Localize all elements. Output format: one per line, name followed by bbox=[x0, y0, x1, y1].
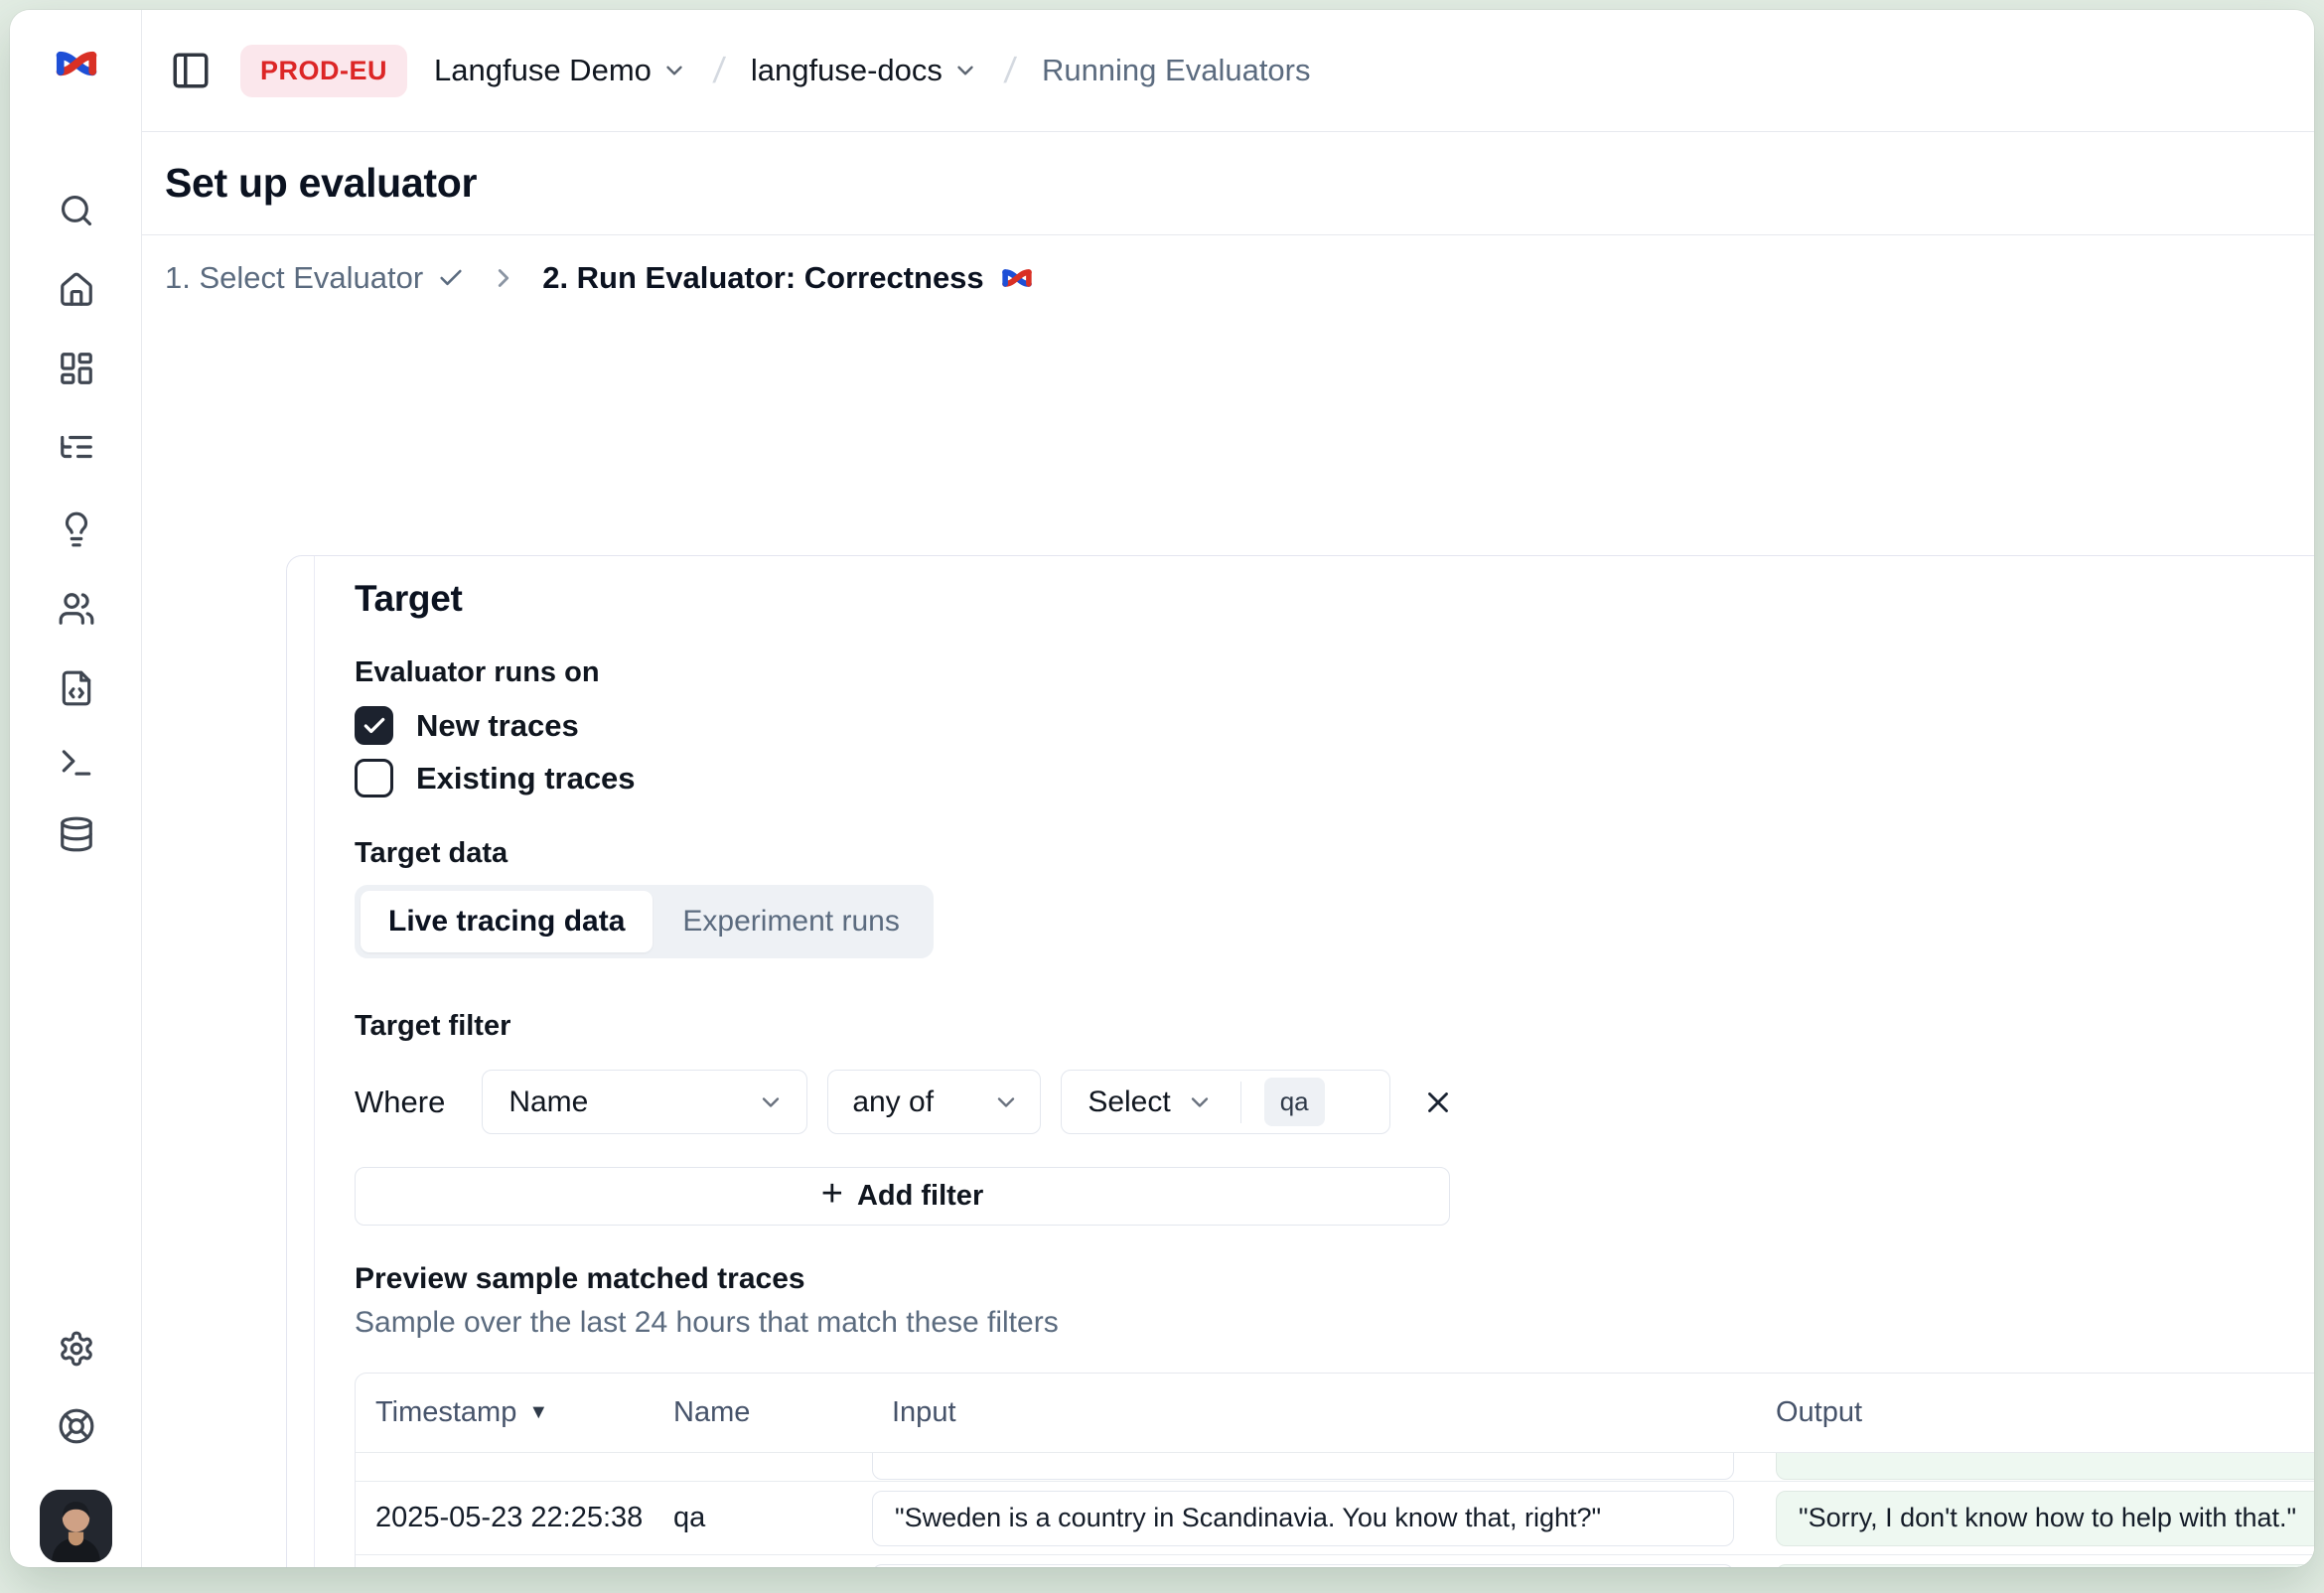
org-logo-icon bbox=[10, 38, 142, 89]
input-cell-partial bbox=[872, 1453, 1734, 1480]
checkbox-new-traces[interactable]: New traces bbox=[355, 706, 579, 745]
output-cell: "Sorry, I don't know how to help with th… bbox=[1776, 1490, 2314, 1546]
top-navigation: PROD-EU Langfuse Demo / langfuse-docs / … bbox=[142, 10, 2314, 132]
timestamp-cell: 2025-05-23 22:25:38 bbox=[375, 1502, 644, 1533]
wizard-steps: 1. Select Evaluator 2. Run Evaluator: Co… bbox=[165, 259, 1036, 297]
chevron-down-icon bbox=[1191, 1096, 1208, 1107]
table-header-row: Timestamp ▼ Name Input Output bbox=[356, 1374, 2314, 1453]
support-icon[interactable] bbox=[57, 1406, 96, 1446]
runs-on-label: Evaluator runs on bbox=[355, 656, 600, 688]
chevron-down-icon bbox=[957, 66, 973, 75]
filter-value-chip: qa bbox=[1263, 1078, 1325, 1126]
where-label: Where bbox=[355, 1084, 446, 1119]
step-run-evaluator: 2. Run Evaluator: Correctness bbox=[542, 259, 1035, 297]
filter-value-select[interactable]: Select qa bbox=[1061, 1070, 1391, 1134]
tab-live-tracing-data[interactable]: Live tracing data bbox=[361, 891, 654, 952]
evaluation-icon[interactable] bbox=[57, 509, 96, 549]
checkbox-checked-icon bbox=[355, 706, 393, 745]
breadcrumb-current-page: Running Evaluators bbox=[1041, 53, 1311, 87]
org-breadcrumb-label: Langfuse Demo bbox=[434, 53, 652, 87]
check-icon bbox=[440, 269, 462, 286]
filter-row: Where Name any of Select bbox=[355, 1070, 2314, 1134]
sidebar-toggle-icon[interactable] bbox=[168, 48, 214, 93]
output-cell-partial bbox=[1776, 1453, 2314, 1480]
chevron-right-icon bbox=[499, 269, 509, 287]
target-filter-label: Target filter bbox=[355, 1010, 511, 1042]
page-title: Set up evaluator bbox=[165, 160, 478, 206]
table-row-partial bbox=[356, 1453, 2314, 1481]
content-area: 1. Select Evaluator 2. Run Evaluator: Co… bbox=[142, 235, 2314, 1567]
plus-icon: + bbox=[820, 1173, 843, 1215]
name-cell: qa bbox=[673, 1502, 706, 1533]
table-row[interactable]: 2025-05-23 22:25:20 qa "What is the capi… bbox=[356, 1554, 2314, 1567]
sort-desc-icon: ▼ bbox=[528, 1401, 549, 1423]
prompts-icon[interactable] bbox=[57, 668, 96, 708]
dashboard-icon[interactable] bbox=[57, 349, 96, 388]
step-select-evaluator[interactable]: 1. Select Evaluator bbox=[165, 260, 465, 296]
playground-icon[interactable] bbox=[57, 743, 96, 783]
preview-subtitle: Sample over the last 24 hours that match… bbox=[355, 1306, 1059, 1339]
evaluator-logo-icon bbox=[1001, 269, 1032, 287]
column-header-timestamp[interactable]: Timestamp ▼ bbox=[375, 1396, 549, 1428]
target-data-label: Target data bbox=[355, 837, 508, 869]
tracing-icon[interactable] bbox=[57, 427, 96, 467]
users-icon[interactable] bbox=[57, 589, 96, 629]
chevron-down-icon bbox=[998, 1096, 1015, 1107]
target-card: Target Evaluator runs on New traces Exis… bbox=[286, 555, 2314, 1567]
breadcrumb-separator: / bbox=[1002, 50, 1018, 90]
project-breadcrumb-label: langfuse-docs bbox=[750, 53, 943, 87]
checkbox-label: New traces bbox=[416, 707, 579, 743]
checkbox-unchecked-icon bbox=[355, 759, 393, 797]
column-header-name[interactable]: Name bbox=[673, 1396, 751, 1428]
environment-badge: PROD-EU bbox=[240, 44, 408, 97]
tab-experiment-runs[interactable]: Experiment runs bbox=[654, 891, 927, 952]
input-cell: "Sweden is a country in Scandinavia. You… bbox=[872, 1490, 1734, 1546]
add-filter-button[interactable]: + Add filter bbox=[355, 1167, 1450, 1226]
input-cell: "What is the capital of Sweden?" bbox=[872, 1563, 1734, 1567]
checkbox-label: Existing traces bbox=[416, 760, 636, 796]
divider bbox=[1239, 1081, 1241, 1123]
settings-icon[interactable] bbox=[57, 1329, 96, 1369]
page-header: Set up evaluator bbox=[142, 132, 2314, 235]
datasets-icon[interactable] bbox=[57, 814, 96, 854]
chevron-down-icon bbox=[763, 1096, 780, 1107]
checkbox-existing-traces[interactable]: Existing traces bbox=[355, 759, 636, 797]
org-breadcrumb[interactable]: Langfuse Demo bbox=[434, 53, 687, 88]
project-breadcrumb[interactable]: langfuse-docs bbox=[751, 53, 978, 88]
breadcrumb-separator: / bbox=[711, 50, 727, 90]
target-form-scroll-area[interactable]: Target Evaluator runs on New traces Exis… bbox=[314, 556, 2314, 1567]
output-cell: "Sorry, I don't know how to help with th… bbox=[1776, 1563, 2314, 1567]
target-data-tabs: Live tracing data Experiment runs bbox=[355, 885, 934, 958]
filter-column-select[interactable]: Name bbox=[482, 1070, 808, 1134]
filter-operator-select[interactable]: any of bbox=[827, 1070, 1042, 1134]
app-window: PROD-EU Langfuse Demo / langfuse-docs / … bbox=[10, 10, 2314, 1567]
remove-filter-icon[interactable] bbox=[1416, 1081, 1460, 1124]
home-icon[interactable] bbox=[57, 270, 96, 310]
sidebar bbox=[10, 10, 142, 1567]
chevron-down-icon bbox=[666, 66, 682, 75]
user-avatar[interactable] bbox=[40, 1490, 112, 1562]
column-header-input[interactable]: Input bbox=[892, 1396, 956, 1428]
target-section-title: Target bbox=[355, 578, 463, 619]
table-row[interactable]: 2025-05-23 22:25:38 qa "Sweden is a coun… bbox=[356, 1481, 2314, 1554]
search-icon[interactable] bbox=[57, 191, 96, 230]
column-header-output[interactable]: Output bbox=[1776, 1396, 1863, 1428]
preview-title: Preview sample matched traces bbox=[355, 1262, 805, 1295]
preview-table: Timestamp ▼ Name Input Output bbox=[355, 1373, 2314, 1567]
